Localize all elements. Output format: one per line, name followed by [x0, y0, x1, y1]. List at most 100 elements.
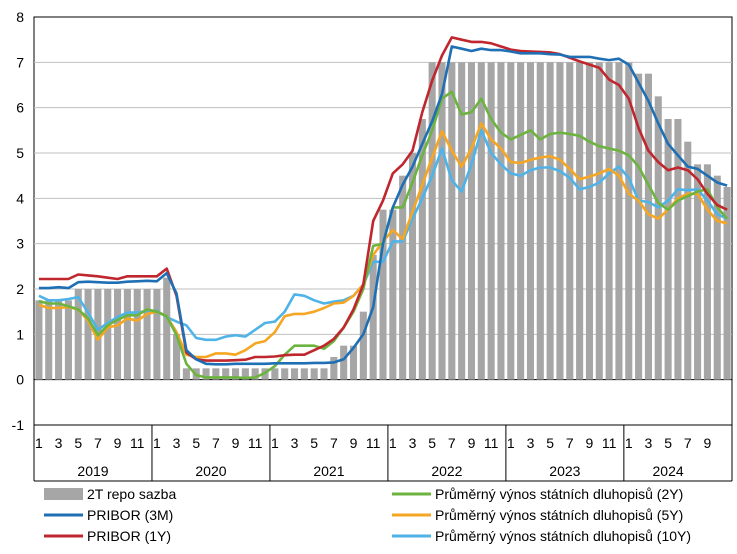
- x-tick-label: 5: [310, 435, 318, 451]
- repo-bar: [428, 62, 436, 380]
- x-tick-label: 5: [192, 435, 200, 451]
- x-tick-label: 3: [527, 435, 535, 451]
- repo-bar: [45, 300, 53, 380]
- x-tick-label: 9: [586, 435, 594, 451]
- legend-item-pribor1y: PRIBOR (1Y): [44, 528, 171, 544]
- repo-bar: [330, 357, 338, 380]
- repo-bar: [713, 175, 721, 380]
- repo-bars: [35, 62, 731, 380]
- x-tick-label: 1: [625, 435, 633, 451]
- repo-bar: [546, 62, 554, 380]
- legend-label: PRIBOR (3M): [87, 507, 173, 523]
- repo-bar: [487, 62, 495, 380]
- y-tick-label: 8: [16, 9, 24, 25]
- repo-bar: [654, 96, 662, 380]
- x-tick-label: 3: [645, 435, 653, 451]
- year-label: 2020: [195, 463, 226, 479]
- legend-item-yield10y: Průměrný výnos státních dluhopisů (10Y): [392, 528, 691, 544]
- repo-bar: [320, 368, 328, 380]
- repo-bar: [566, 62, 574, 380]
- y-tick-label: 5: [16, 145, 24, 161]
- y-tick-label: 2: [16, 281, 24, 297]
- x-tick-label: 7: [684, 435, 692, 451]
- repo-bar: [723, 187, 731, 380]
- repo-bar: [507, 62, 515, 380]
- repo-bar: [399, 175, 407, 380]
- y-tick-label: 0: [16, 372, 24, 388]
- x-tick-label: 3: [291, 435, 299, 451]
- repo-bar: [684, 141, 692, 380]
- repo-bar: [133, 289, 141, 380]
- x-tick-label: 3: [409, 435, 417, 451]
- repo-bar: [114, 289, 122, 380]
- x-tick-label: 7: [566, 435, 574, 451]
- year-label: 2022: [431, 463, 462, 479]
- x-tick-label: 1: [35, 435, 43, 451]
- repo-bar: [576, 62, 584, 380]
- repo-bar: [310, 368, 318, 380]
- repo-bar: [349, 345, 358, 380]
- line-pribor1y: [38, 36, 728, 362]
- x-tick-label: 11: [602, 435, 617, 451]
- x-tick-label: 11: [484, 435, 499, 451]
- repo-bar: [153, 289, 161, 380]
- repo-bar: [231, 368, 240, 380]
- y-tick-label: 7: [16, 54, 24, 70]
- repo-bar: [389, 209, 397, 380]
- x-tick-label: 11: [366, 435, 381, 451]
- repo-bar: [458, 62, 466, 380]
- x-tick-label: 1: [389, 435, 397, 451]
- repo-bar: [340, 345, 348, 380]
- repo-bar: [222, 368, 230, 380]
- repo-bar: [64, 300, 72, 380]
- x-tick-label: 3: [55, 435, 63, 451]
- year-label: 2023: [549, 463, 580, 479]
- repo-bar: [55, 300, 63, 380]
- x-tick-label: 1: [271, 435, 279, 451]
- repo-bar: [379, 209, 387, 380]
- repo-bar: [241, 368, 249, 380]
- y-tick-label: 3: [16, 236, 24, 252]
- x-tick-label: 7: [448, 435, 456, 451]
- repo-bar: [674, 119, 682, 380]
- repo-bar: [182, 368, 190, 380]
- y-tick-label: 6: [16, 100, 24, 116]
- repo-bar: [35, 300, 43, 380]
- legend-item-yield2y: Průměrný výnos státních dluhopisů (2Y): [392, 486, 683, 502]
- repo-bar: [664, 119, 672, 380]
- repo-bar: [644, 73, 652, 380]
- repo-bar: [526, 62, 535, 380]
- repo-bar: [703, 164, 711, 380]
- repo-bar: [143, 289, 151, 380]
- repo-bar: [123, 289, 131, 380]
- x-tick-label: 9: [350, 435, 358, 451]
- y-axis: -1 0 1 2 3 4 5 6 7 8: [12, 9, 25, 433]
- legend-label: Průměrný výnos státních dluhopisů (10Y): [435, 528, 691, 544]
- y-tick-label: 1: [16, 326, 24, 342]
- repo-bar: [517, 62, 525, 380]
- x-tick-label: 9: [114, 435, 122, 451]
- repo-bar: [477, 62, 485, 380]
- legend: 2T repo sazba PRIBOR (3M) PRIBOR (1Y) Průmě…: [44, 486, 691, 544]
- repo-bar: [497, 62, 505, 380]
- x-tick-label: 1: [153, 435, 161, 451]
- repo-bar: [104, 289, 112, 380]
- x-axis: 1 3 5 7 9 11 1 3 5 7 9 11 1 3 5 7 9 11 1 3 5 7 9 11 1 3 5 7 9 11 1 3 5 7 9…: [33, 425, 733, 482]
- legend-label: PRIBOR (1Y): [87, 528, 171, 544]
- x-tick-label: 5: [546, 435, 554, 451]
- repo-bar: [359, 311, 367, 380]
- repo-bar: [202, 368, 210, 380]
- series-lines: [38, 36, 729, 380]
- repo-bar: [251, 368, 259, 380]
- line-pribor3m: [38, 45, 728, 366]
- year-label: 2019: [77, 463, 108, 479]
- repo-bar: [585, 62, 593, 380]
- legend-label: Průměrný výnos státních dluhopisů (2Y): [435, 486, 683, 502]
- x-tick-label: 5: [664, 435, 672, 451]
- legend-swatch: [44, 488, 83, 500]
- x-tick-label: 9: [468, 435, 476, 451]
- y-tick-label: -1: [12, 417, 25, 433]
- repo-bar: [556, 62, 564, 380]
- x-tick-label: 9: [232, 435, 240, 451]
